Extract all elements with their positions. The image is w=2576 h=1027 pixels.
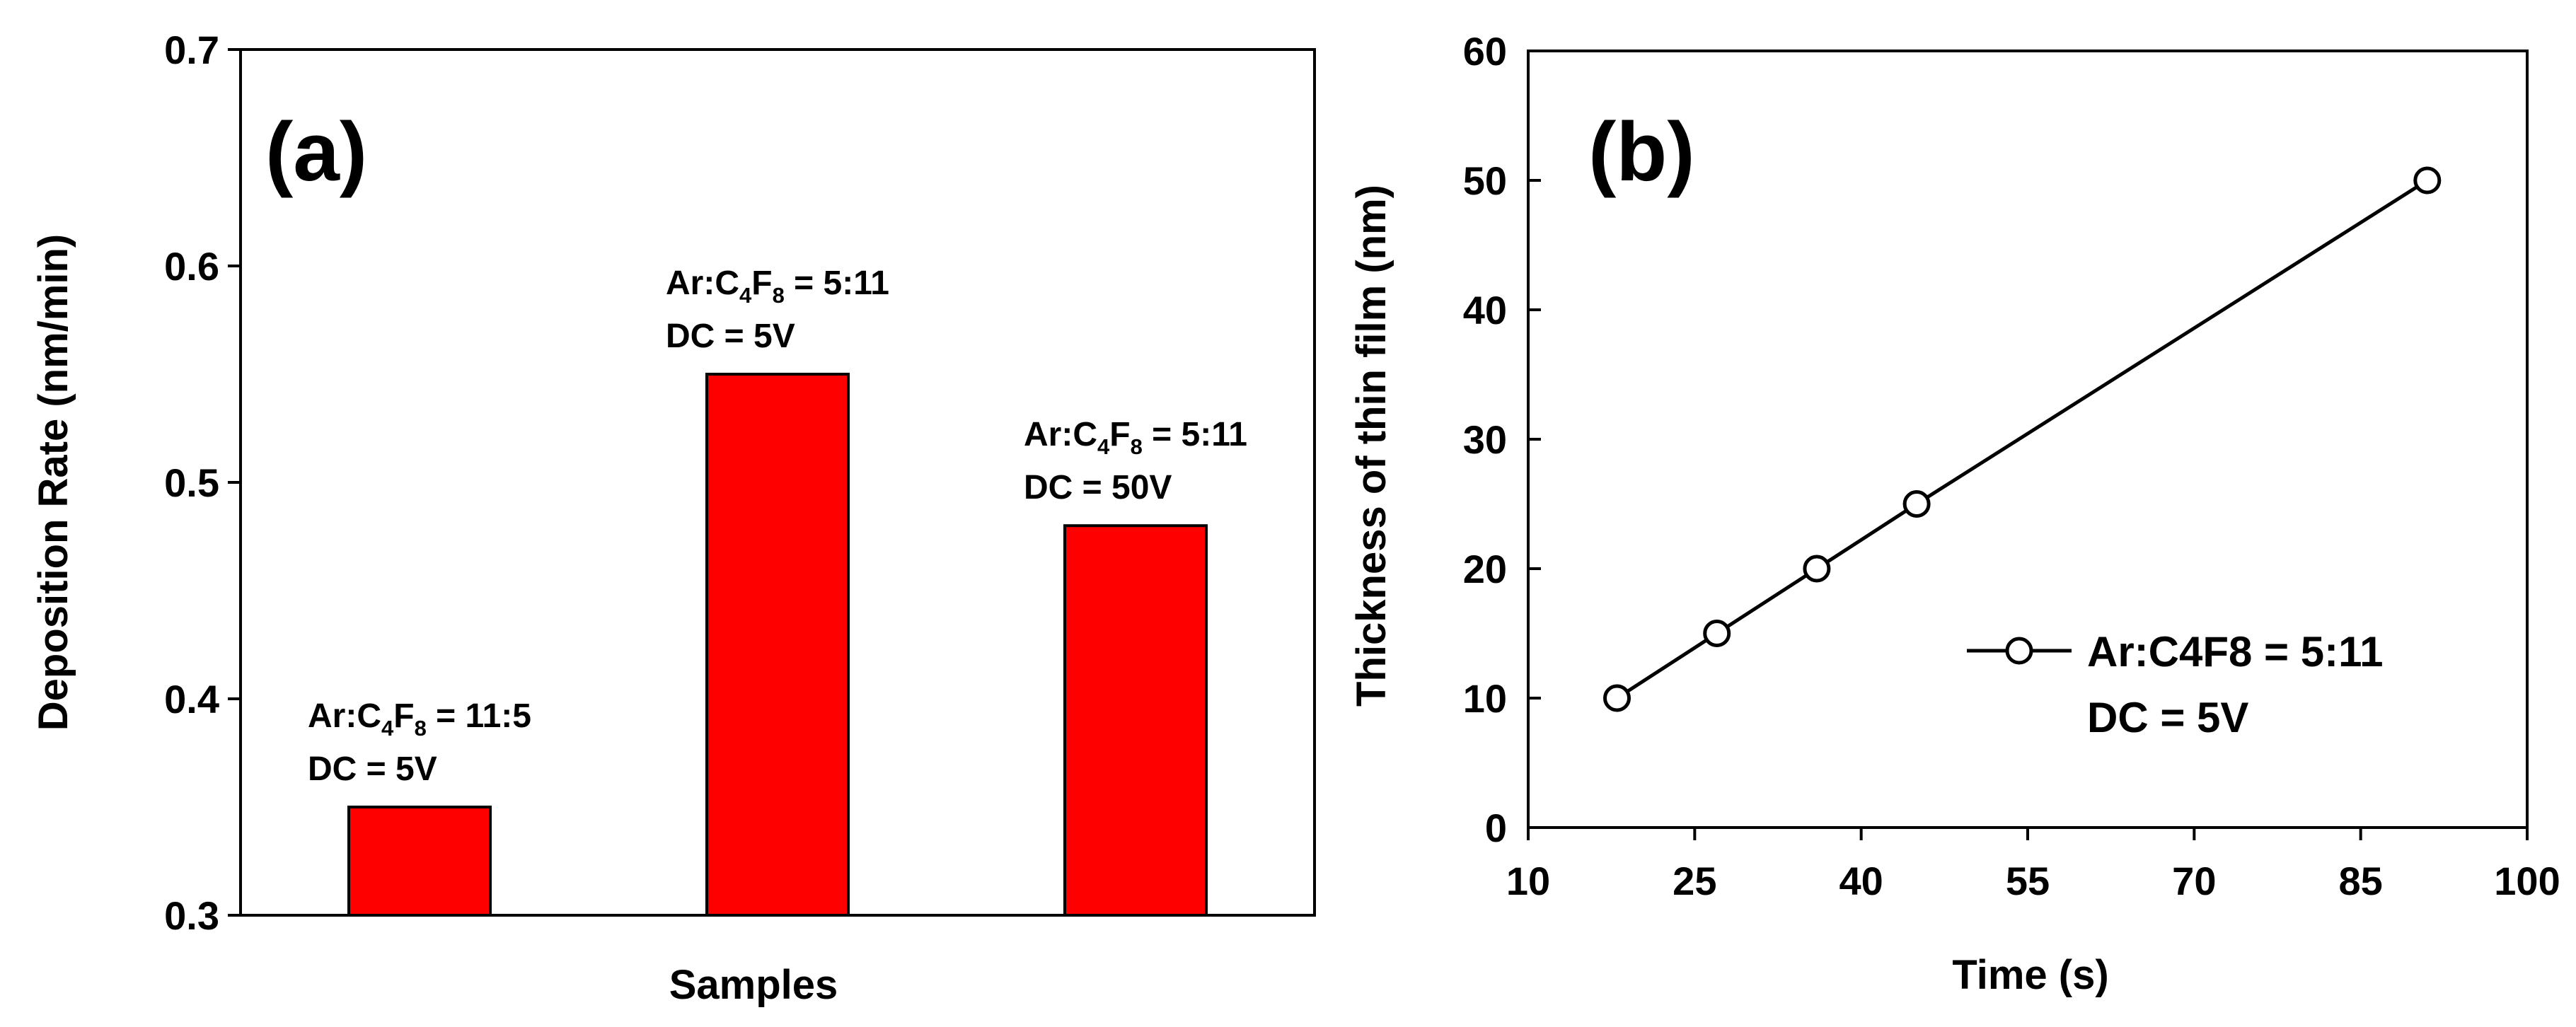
y-tick-label: 0.7	[164, 28, 219, 72]
panel-b-series	[1603, 166, 2442, 712]
y-tick-label: 30	[1463, 417, 1507, 462]
data-point	[1803, 555, 1831, 583]
y-tick-label: 0.4	[164, 677, 219, 721]
legend-entry-label: Ar:C4F8 = 5:11	[2087, 628, 2384, 675]
x-tick-label: 70	[2172, 859, 2216, 903]
y-tick-label: 0.3	[164, 893, 219, 938]
y-tick-label: 20	[1463, 547, 1507, 591]
panel-b-legend: Ar:C4F8 = 5:11 DC = 5V	[1967, 628, 2384, 741]
x-tick-label: 85	[2339, 859, 2383, 903]
y-tick-label: 40	[1463, 288, 1507, 332]
data-point	[1603, 684, 1631, 712]
panel-b-x-axis-label: Time (s)	[1952, 952, 2108, 998]
panel-b-y-axis-label: Thickness of thin film (nm)	[1348, 185, 1394, 707]
bar-annotation-dc: DC = 50V	[1024, 469, 1172, 506]
bar-annotation-gas-ratio: Ar:C4F8 = 5:11	[666, 265, 889, 308]
x-tick-label: 40	[1839, 859, 1883, 903]
x-tick-label: 10	[1506, 859, 1550, 903]
panel-a-x-axis-label: Samples	[669, 962, 838, 1008]
bar-annotation-dc: DC = 5V	[666, 318, 795, 355]
panel-a-y-ticks: 0.3 0.4 0.5 0.6 0.7	[164, 28, 241, 938]
panel-a-y-axis-label: Deposition Rate (nm/min)	[30, 234, 76, 731]
x-tick-label: 100	[2494, 859, 2560, 903]
legend-entry-sublabel: DC = 5V	[2087, 694, 2248, 741]
data-point	[2413, 166, 2442, 195]
y-tick-label: 0.6	[164, 244, 219, 289]
panel-b-x-ticks: 10 25 40 55 70 85 100	[1506, 828, 2560, 903]
y-tick-label: 0	[1485, 806, 1507, 850]
bar-annotation-gas-ratio: Ar:C4F8 = 11:5	[308, 697, 531, 741]
panel-b-line-chart: 0 10 20 30 40 50 60 10 25 40 55 70 85 100 (b) Time (…	[1348, 29, 2560, 998]
bar-annotation-dc: DC = 5V	[308, 750, 437, 788]
y-tick-label: 0.5	[164, 460, 219, 505]
panel-b-label: (b)	[1588, 105, 1695, 199]
y-tick-label: 10	[1463, 676, 1507, 721]
data-point	[1902, 490, 1931, 518]
bar-1	[347, 806, 492, 917]
panel-b-y-ticks: 0 10 20 30 40 50 60	[1463, 29, 1541, 850]
bar-2	[705, 373, 850, 917]
x-tick-label: 55	[2006, 859, 2050, 903]
series-line	[1616, 178, 2429, 700]
y-tick-label: 60	[1463, 29, 1507, 74]
panel-a-annotations: Ar:C4F8 = 11:5 DC = 5V Ar:C4F8 = 5:11 DC = …	[308, 265, 1247, 788]
bar-3	[1063, 524, 1208, 917]
panel-a-bars	[347, 373, 1208, 917]
data-point	[1703, 620, 1731, 647]
panel-a-bar-chart: 0.30.40.50.60.7 Ar:C4F8 = 11:5DC = 5VAr:…	[30, 28, 1316, 1008]
bar-annotation-gas-ratio: Ar:C4F8 = 5:11	[1024, 416, 1247, 459]
y-tick-label: 50	[1463, 158, 1507, 203]
legend-marker-icon	[2005, 637, 2033, 665]
x-tick-label: 25	[1673, 859, 1716, 903]
panel-a-label: (a)	[265, 105, 367, 199]
